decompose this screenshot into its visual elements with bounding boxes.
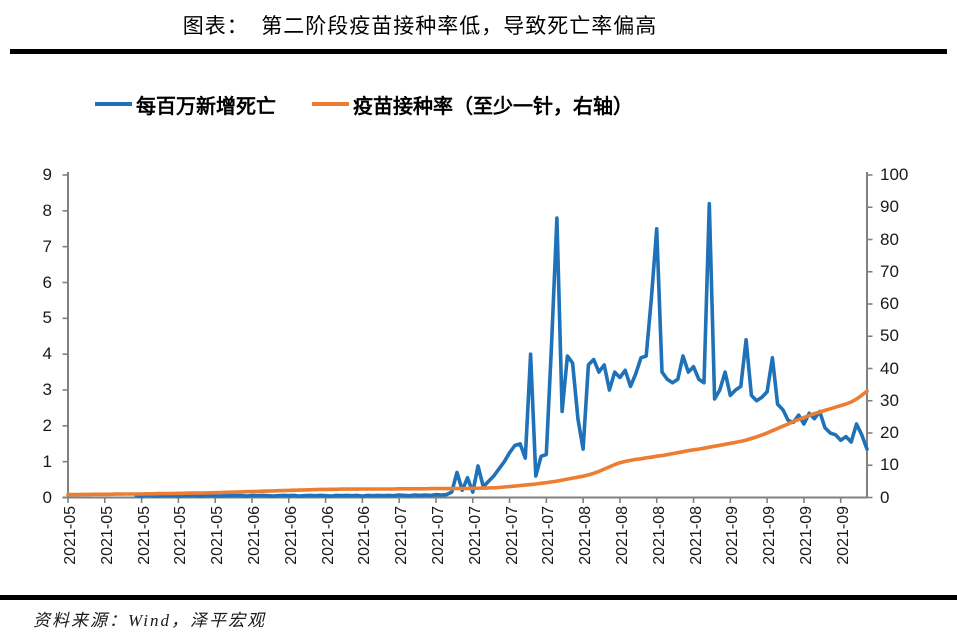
legend-label-deaths: 每百万新增死亡 bbox=[136, 95, 276, 118]
x-axis-tick-label: 2021-06 bbox=[245, 506, 263, 565]
legend-item-deaths: 每百万新增死亡 bbox=[95, 90, 276, 119]
right-axis-tick-label: 50 bbox=[880, 326, 899, 346]
x-axis-tick-label: 2021-06 bbox=[319, 506, 337, 565]
x-axis-tick-label: 2021-09 bbox=[797, 506, 815, 565]
right-axis-tick-label: 0 bbox=[880, 487, 890, 507]
top-rule bbox=[10, 49, 947, 54]
x-axis-tick-label: 2021-09 bbox=[834, 506, 852, 565]
bottom-rule bbox=[0, 595, 957, 600]
right-axis-tick-label: 90 bbox=[880, 197, 899, 217]
x-axis-tick-label: 2021-05 bbox=[62, 506, 79, 565]
legend-label-vaccination: 疫苗接种率（至少一针，右轴） bbox=[353, 95, 633, 118]
legend: 每百万新增死亡 疫苗接种率（至少一针，右轴） bbox=[95, 90, 633, 119]
right-axis-tick-label: 40 bbox=[880, 358, 899, 378]
left-axis-tick-label: 2 bbox=[42, 415, 52, 435]
x-axis-tick-label: 2021-08 bbox=[577, 506, 595, 565]
left-axis-tick-label: 4 bbox=[42, 344, 52, 364]
x-axis-tick-label: 2021-08 bbox=[650, 506, 668, 565]
x-axis-tick-label: 2021-05 bbox=[209, 506, 227, 565]
left-axis-tick-label: 7 bbox=[42, 236, 52, 256]
x-axis-tick-label: 2021-09 bbox=[724, 506, 742, 565]
x-axis-tick-label: 2021-08 bbox=[687, 506, 705, 565]
left-axis-tick-label: 9 bbox=[42, 165, 52, 184]
legend-item-vaccination: 疫苗接种率（至少一针，右轴） bbox=[312, 90, 633, 119]
left-axis-tick-label: 3 bbox=[42, 380, 52, 399]
left-axis-tick-label: 5 bbox=[42, 308, 52, 328]
right-axis-tick-label: 100 bbox=[880, 165, 909, 184]
x-axis-tick-label: 2021-09 bbox=[761, 506, 779, 565]
x-axis-tick-label: 2021-07 bbox=[466, 506, 484, 565]
vaccination-series-line bbox=[66, 389, 869, 497]
right-axis-tick-label: 10 bbox=[880, 455, 899, 475]
x-axis-tick-label: 2021-06 bbox=[282, 506, 300, 565]
left-axis-tick-label: 0 bbox=[42, 487, 52, 507]
legend-line-sample-vaccination bbox=[312, 102, 349, 106]
left-axis-tick-label: 6 bbox=[42, 272, 52, 292]
x-axis-tick-label: 2021-07 bbox=[540, 506, 558, 565]
chart-title: 图表： 第二阶段疫苗接种率低，导致死亡率偏高 bbox=[182, 14, 658, 38]
right-axis-tick-label: 20 bbox=[880, 423, 899, 442]
source-note: 资料来源：Wind，泽平宏观 bbox=[33, 611, 266, 630]
left-axis-tick-label: 1 bbox=[42, 451, 52, 471]
x-axis-tick-label: 2021-08 bbox=[613, 506, 631, 565]
right-axis-tick-label: 30 bbox=[880, 390, 899, 410]
x-axis-tick-label: 2021-07 bbox=[503, 506, 521, 565]
legend-line-sample-deaths bbox=[95, 102, 132, 106]
x-axis-tick-label: 2021-07 bbox=[429, 506, 447, 565]
x-axis-tick-label: 2021-07 bbox=[393, 506, 411, 565]
x-axis-tick-label: 2021-05 bbox=[135, 506, 153, 565]
x-axis-tick-label: 2021-05 bbox=[172, 506, 190, 565]
right-axis-tick-label: 60 bbox=[880, 294, 899, 313]
x-axis-tick-label: 2021-06 bbox=[356, 506, 374, 565]
x-axis-tick-label: 2021-05 bbox=[98, 506, 116, 565]
left-axis-tick-label: 8 bbox=[42, 200, 52, 220]
right-axis-tick-label: 80 bbox=[880, 229, 899, 249]
deaths-series-line bbox=[134, 201, 869, 498]
right-axis-tick-label: 70 bbox=[880, 261, 899, 281]
